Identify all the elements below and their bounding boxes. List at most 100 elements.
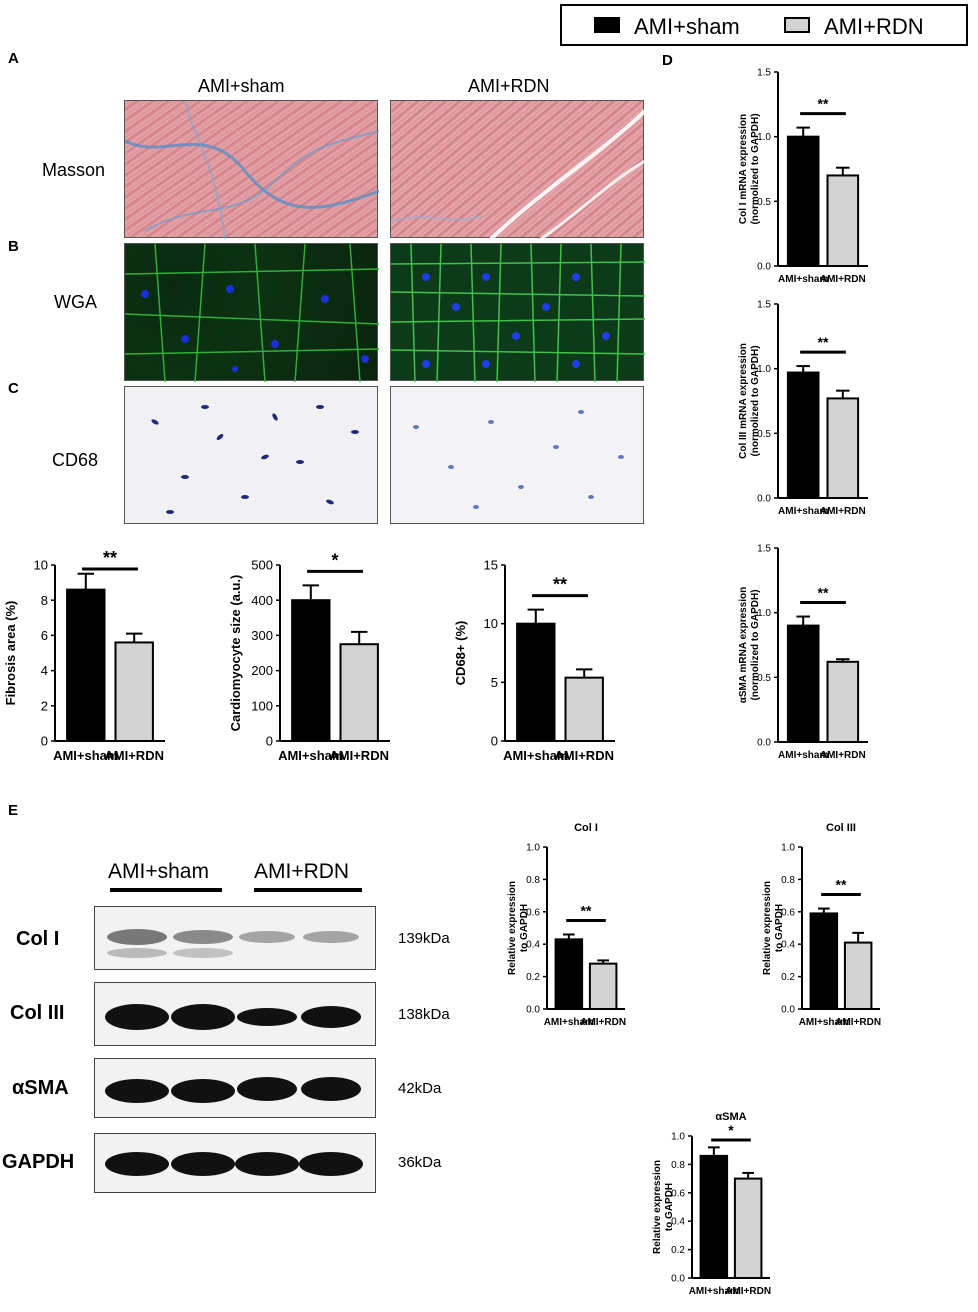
- y-tick-label: 0.2: [671, 1245, 685, 1256]
- y-tick-label: 2: [41, 698, 48, 713]
- wb-kda-asma: 42kDa: [398, 1080, 442, 1097]
- significance-label: **: [818, 96, 829, 112]
- y-tick-label: 0.5: [757, 429, 771, 440]
- bar: [339, 643, 379, 742]
- x-tick-label: AMI+RDN: [835, 1017, 881, 1028]
- y-tick-label: 0.6: [671, 1188, 685, 1199]
- legend-swatch-sham: [594, 17, 620, 33]
- legend-label-sham: AMI+sham: [634, 14, 740, 39]
- bar: [588, 962, 618, 1010]
- wb-kda-gapdh: 36kDa: [398, 1154, 442, 1171]
- chart-title: Col III: [826, 822, 856, 834]
- panel-label-e: E: [8, 802, 19, 819]
- y-tick-label: 500: [251, 558, 273, 573]
- chart-title: Col I: [574, 822, 598, 834]
- y-tick-label: 0.0: [671, 1274, 685, 1285]
- y-axis-label-line2: to GAPDH: [519, 904, 530, 952]
- y-axis-label-line2: (normolized to GAPDH): [750, 113, 761, 224]
- x-tick-label: AMI+sham: [778, 506, 828, 517]
- y-tick-label: 200: [251, 663, 273, 678]
- x-tick-label: AMI+sham: [503, 748, 568, 763]
- significance-label: *: [728, 1122, 734, 1138]
- bar: [826, 660, 860, 743]
- histology-col-header-rdn: AMI+RDN: [468, 76, 550, 96]
- y-tick-label: 400: [251, 593, 273, 608]
- cd68-image-sham: [124, 386, 378, 524]
- x-tick-label: AMI+RDN: [580, 1017, 626, 1028]
- significance-label: **: [553, 575, 567, 595]
- y-tick-label: 1.5: [757, 300, 771, 311]
- y-tick-label: 0.0: [757, 738, 771, 749]
- y-tick-label: 1.5: [757, 68, 771, 79]
- y-tick-label: 1.0: [757, 132, 771, 143]
- y-tick-label: 0.8: [671, 1160, 685, 1171]
- x-tick-label: AMI+sham: [53, 748, 118, 763]
- panel-label-c: C: [8, 380, 19, 397]
- histology-col-header-sham: AMI+sham: [198, 76, 285, 96]
- y-tick-label: 0.8: [781, 875, 795, 886]
- bar: [564, 676, 604, 742]
- x-tick-label: AMI+sham: [544, 1017, 594, 1028]
- histology-row-masson: Masson: [42, 160, 106, 180]
- wb-band-label-col3: Col III: [10, 1002, 65, 1024]
- y-axis-label: Col I mRNA expression: [738, 114, 749, 224]
- y-tick-label: 4: [41, 663, 48, 678]
- y-tick-label: 0.5: [757, 673, 771, 684]
- y-tick-label: 1.0: [757, 364, 771, 375]
- y-tick-label: 0.6: [781, 907, 795, 918]
- significance-label: **: [818, 334, 829, 350]
- bar: [66, 588, 106, 742]
- bar: [786, 371, 820, 499]
- y-axis-label: Relative expression: [762, 881, 773, 975]
- significance-label: **: [818, 585, 829, 601]
- y-tick-label: 0.0: [757, 262, 771, 273]
- y-axis-label: Col III mRNA expression: [738, 343, 749, 459]
- significance-label: **: [103, 548, 117, 568]
- bar: [699, 1154, 729, 1279]
- bar: [114, 641, 154, 742]
- x-tick-label: AMI+RDN: [820, 274, 866, 285]
- wb-kda-col3: 138kDa: [398, 1006, 450, 1023]
- y-tick-label: 0.2: [781, 972, 795, 983]
- y-tick-label: 15: [484, 558, 498, 573]
- y-tick-label: 5: [491, 675, 498, 690]
- wb-strip-col3: [94, 982, 376, 1046]
- legend-swatch-rdn: [784, 17, 810, 33]
- panel-label-b: B: [8, 238, 19, 255]
- y-tick-label: 6: [41, 628, 48, 643]
- y-tick-label: 0: [266, 734, 273, 749]
- y-axis-label: Fibrosis area (%): [3, 601, 18, 706]
- wb-group-bar-rdn: [254, 888, 362, 892]
- bar: [733, 1177, 763, 1279]
- bar: [843, 941, 873, 1010]
- y-tick-label: 100: [251, 698, 273, 713]
- y-tick-label: 0.4: [526, 940, 540, 951]
- y-tick-label: 10: [34, 558, 48, 573]
- y-axis-label-line2: (normolized to GAPDH): [750, 345, 761, 456]
- y-tick-label: 0.5: [757, 197, 771, 208]
- x-tick-label: AMI+sham: [689, 1286, 739, 1297]
- masson-image-rdn: [390, 100, 645, 239]
- wga-image-rdn: [390, 243, 645, 382]
- significance-label: **: [836, 877, 847, 893]
- y-tick-label: 0.0: [781, 1005, 795, 1016]
- wb-kda-col1: 139kDa: [398, 930, 450, 947]
- x-tick-label: AMI+RDN: [820, 506, 866, 517]
- x-tick-label: AMI+RDN: [725, 1286, 771, 1297]
- bar: [809, 912, 839, 1010]
- wb-strip-asma: [94, 1058, 376, 1118]
- chart-title: αSMA: [715, 1111, 746, 1123]
- y-axis-label: CD68+ (%): [453, 621, 468, 686]
- legend-label-rdn: AMI+RDN: [824, 14, 924, 39]
- panel-label-a: A: [8, 50, 19, 67]
- y-axis-label: Relative expression: [507, 881, 518, 975]
- y-tick-label: 0.4: [781, 940, 795, 951]
- y-tick-label: 0.4: [671, 1217, 685, 1228]
